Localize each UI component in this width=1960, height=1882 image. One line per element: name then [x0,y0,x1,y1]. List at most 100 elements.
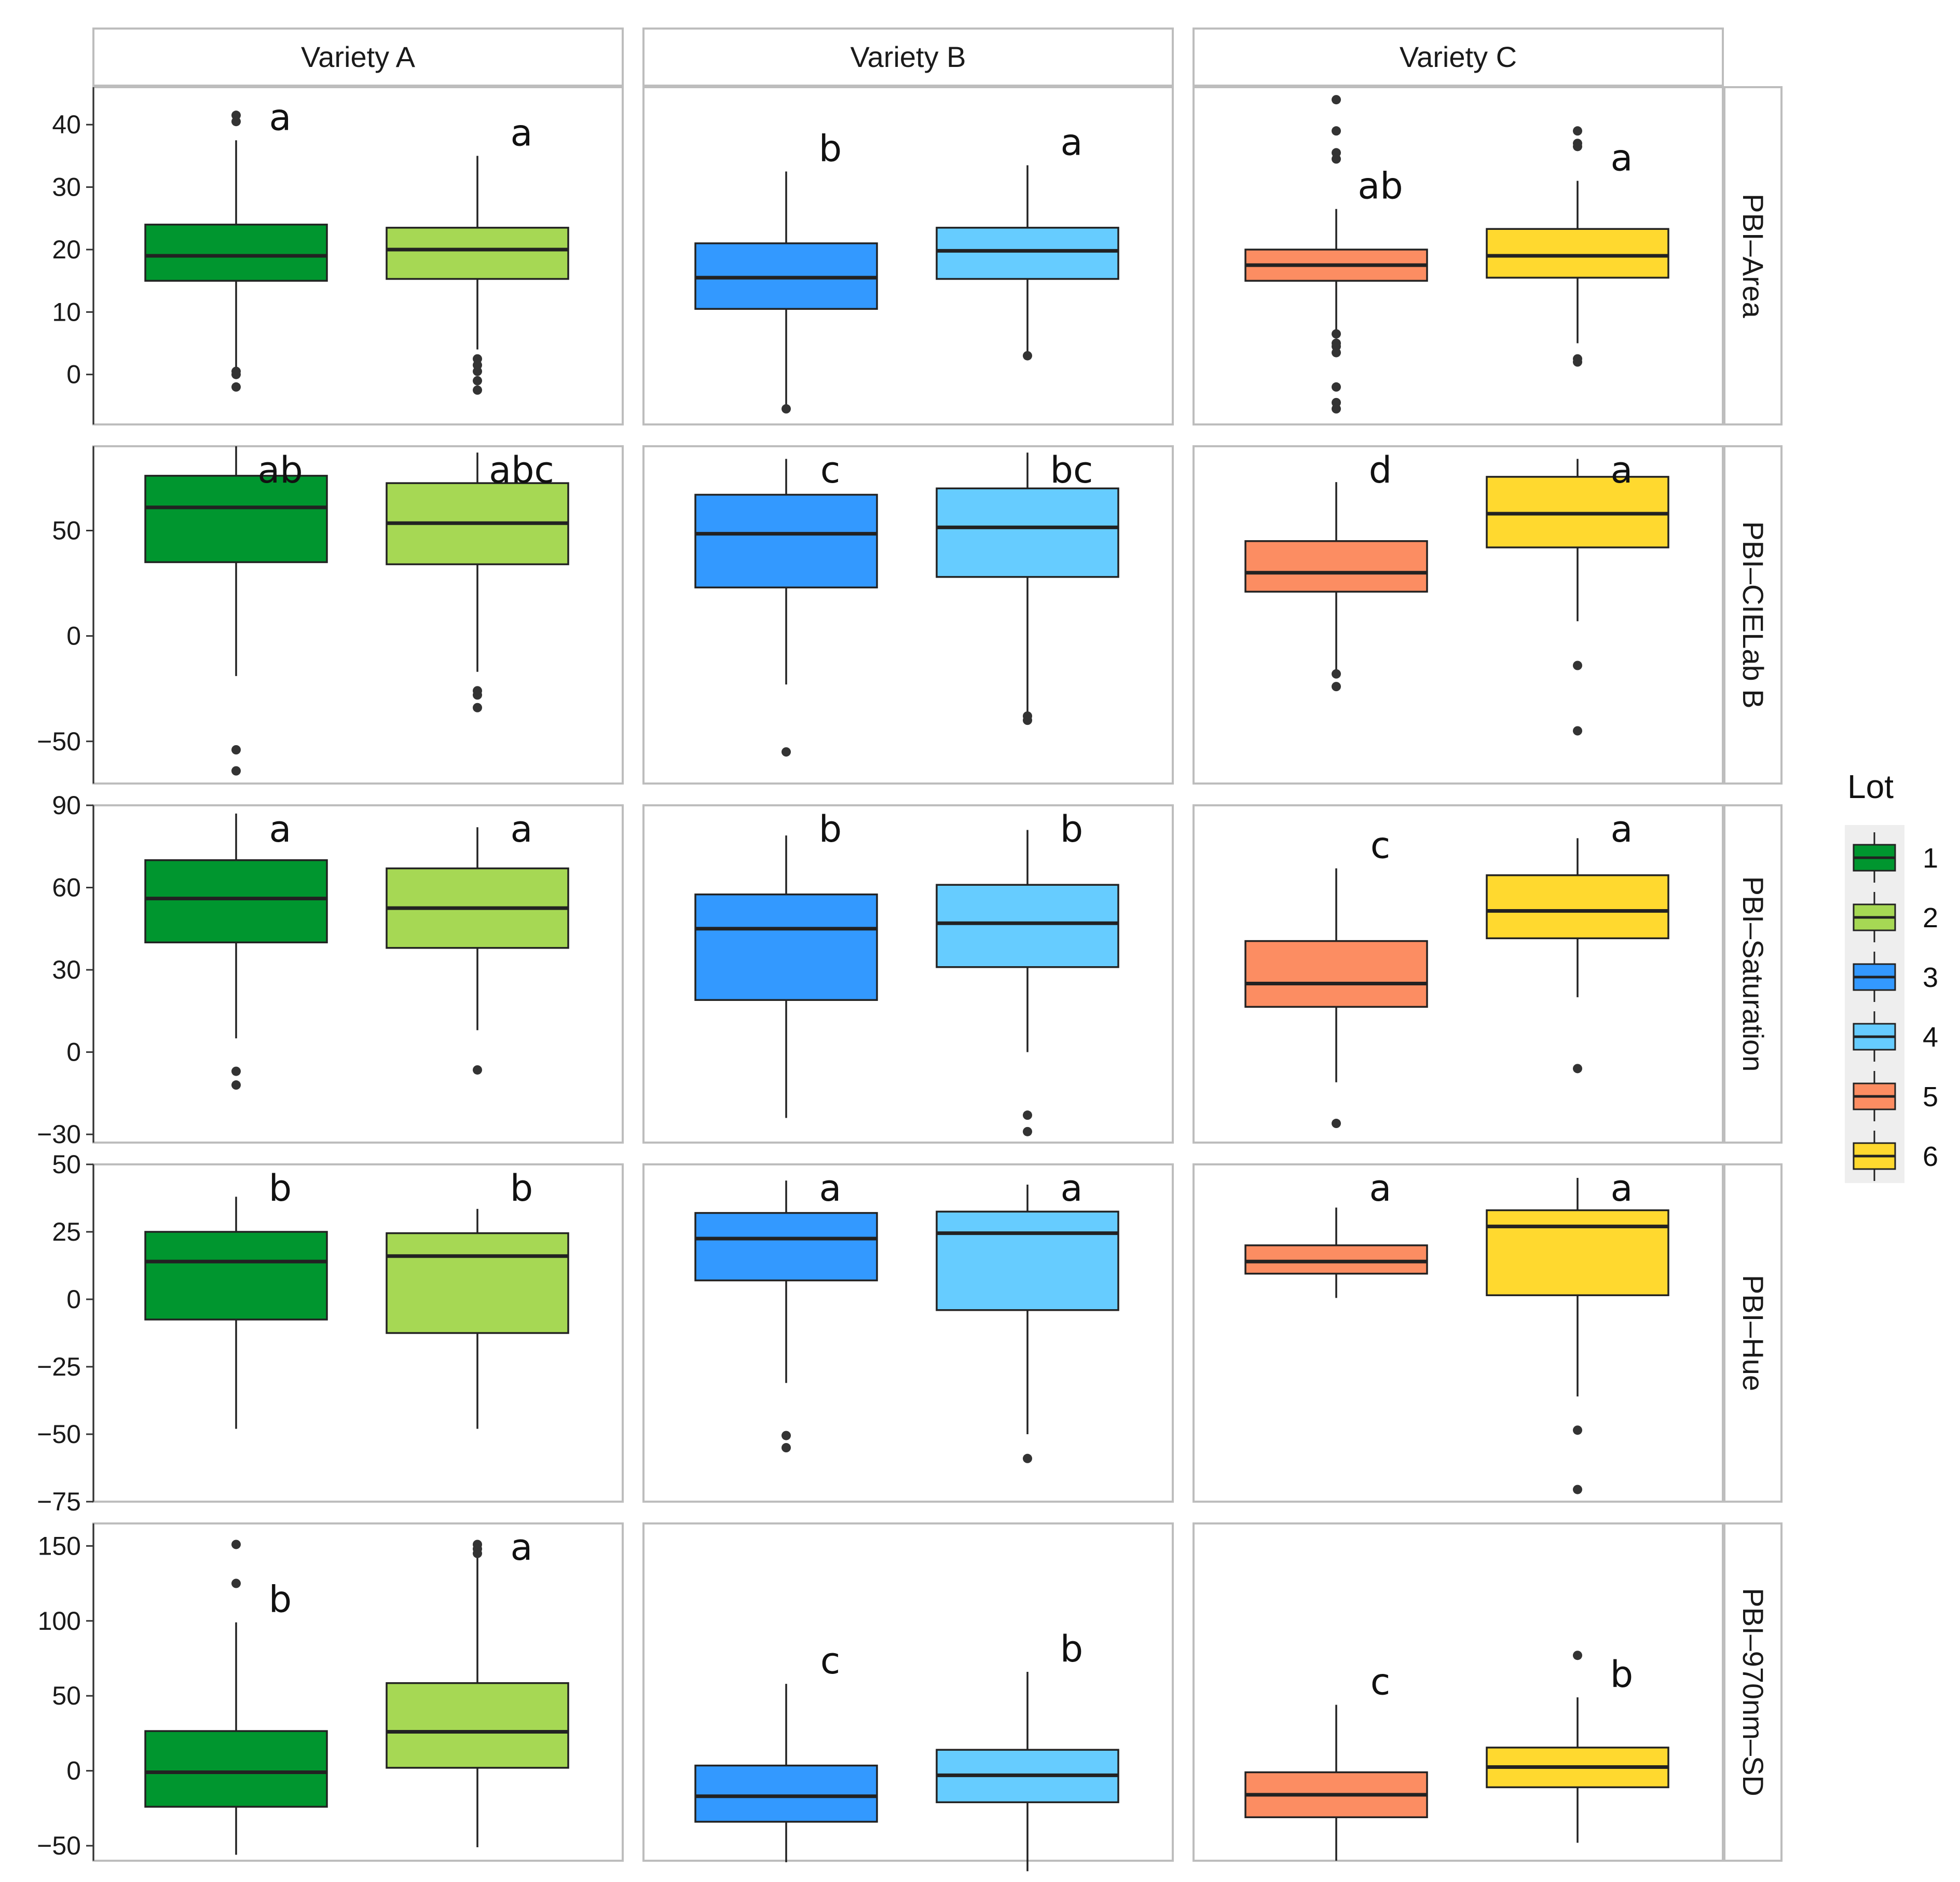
row-strip-background [1723,445,1783,785]
legend-label: 5 [1923,1081,1938,1112]
column-strip-label: Variety A [301,40,416,73]
y-tick-label: −30 [37,1120,81,1149]
outlier-point [1332,126,1341,136]
box-lot-2: a [386,808,569,1075]
box-iqr [144,1730,328,1808]
row-strip-label: PBI–Saturation [1737,876,1770,1072]
y-axis-row-5: −50 0 50 100 150 [37,1523,94,1861]
box-lot-5: c [1244,1661,1428,1861]
outlier-point [1573,1485,1582,1494]
legend-background [1845,825,1904,1183]
box-iqr [386,1232,569,1334]
row-strip-label: PBI–Area [1737,194,1770,319]
significance-letter: a [1611,1167,1633,1210]
outlier-point [1023,1453,1032,1463]
outlier-point [231,1080,241,1090]
y-tick-label: 150 [38,1531,81,1560]
box-lot-5: d [1244,449,1428,692]
box-iqr [936,227,1119,280]
outlier-point [1332,95,1341,105]
box-lot-2: b [386,1167,569,1429]
box-lot-1: a [144,808,328,1090]
strip-3: Variety C [1193,28,1724,87]
box-lot-4: a [936,121,1119,361]
legend-item-5: 5 [1853,1071,1938,1121]
legend-item-6: 6 [1853,1131,1938,1181]
significance-letter: b [269,1167,292,1210]
significance-letter: a [1061,121,1083,163]
y-tick-label: 60 [52,873,81,902]
box-iqr [694,493,878,588]
outlier-point [473,690,482,700]
outlier-point [231,745,241,754]
outlier-point [473,703,482,712]
row-strip-4: PBI–Hue [1723,1163,1783,1503]
row-strip-background [1723,804,1783,1144]
significance-letter: a [1611,808,1633,850]
box-lot-4: a [936,1167,1119,1463]
strip-background [1193,28,1724,87]
y-axes: 010203040−50050−300306090−75−50−2502550−… [37,87,94,1861]
significance-letter: a [1611,449,1633,491]
y-tick-label: −50 [37,727,81,756]
strip-1: Variety A [92,28,624,87]
box-lot-3: a [694,1167,878,1452]
strip-background [642,28,1174,87]
significance-letter: a [1611,137,1633,180]
outlier-point [231,1540,241,1549]
row-strip-background [1723,1522,1783,1862]
outlier-point [231,117,241,127]
y-tick-label: 40 [52,110,81,139]
legend-title: Lot [1847,768,1894,805]
significance-letter: b [1610,1653,1633,1696]
significance-letter: b [510,1167,533,1210]
row-strip-1: PBI–Area [1723,86,1783,425]
box-lot-2: a [386,1526,569,1847]
legend-label: 6 [1923,1141,1938,1172]
outlier-point [231,1578,241,1588]
y-tick-label: 30 [52,173,81,202]
legend-label: 4 [1923,1022,1938,1053]
significance-letter: c [1370,1661,1391,1704]
y-tick-label: 30 [52,955,81,984]
y-tick-label: 50 [52,1150,81,1179]
y-tick-label: 50 [52,1681,81,1710]
box-lot-6: a [1486,449,1669,736]
row-strip-2: PBI–CIELab B [1723,445,1783,785]
box-lot-1: a [144,96,328,392]
y-axis-row-4: −75 −50 −25 0 25 50 [37,1150,94,1516]
significance-letter: a [1061,1167,1083,1210]
box-lot-2: a [386,112,569,395]
box-iqr [386,227,569,280]
outlier-point [1573,126,1582,136]
y-tick-label: 0 [66,622,81,651]
column-strip-label: Variety B [850,40,966,73]
significance-letter: b [819,808,842,850]
box-lot-1: b [144,1540,328,1855]
legend-label: 3 [1923,962,1938,993]
significance-letter: bc [1050,449,1093,491]
box-iqr [144,224,328,282]
outlier-point [1332,669,1341,679]
significance-letter: c [820,1640,841,1682]
box-lot-6: a [1486,808,1669,1074]
outlier-point [1573,1064,1582,1074]
outlier-point [1023,1127,1032,1136]
y-tick-label: −50 [37,1420,81,1449]
box-lot-6: a [1486,1167,1669,1494]
y-tick-label: 10 [52,297,81,326]
y-axis-row-1: 0 10 20 30 40 [52,87,94,424]
outlier-point [1573,142,1582,152]
legend: Lot 1 2 3 4 5 6 [1845,768,1938,1183]
outlier-point [782,1431,791,1440]
significance-letter: c [820,449,841,491]
box-iqr [144,475,328,564]
significance-letter: b [819,128,842,170]
significance-letter: a [269,808,292,850]
box-iqr [694,1212,878,1282]
